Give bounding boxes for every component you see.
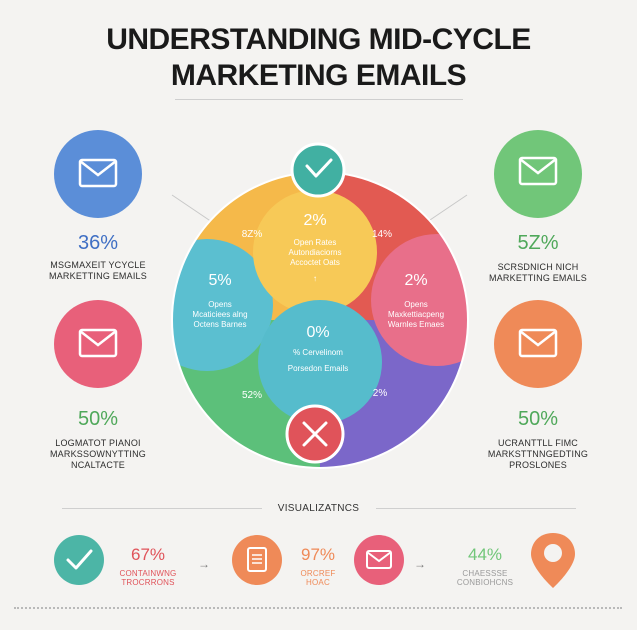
title-divider [175, 99, 463, 100]
vis-item-1-percent: 67% [130, 545, 166, 564]
wheel-outer-label-bl: 52% [241, 390, 262, 401]
right-card-1-label: SCRSDNICH NICH MARKETTING EMAILS [489, 262, 587, 283]
vis-location-pin [531, 533, 575, 588]
wheel-bubble-yellow [253, 190, 377, 314]
wheel-outer-label-tl: 8Z% [241, 229, 263, 240]
left-card-1-icon-circle [54, 130, 142, 218]
title-line-2: MARKETING EMAILS [170, 59, 467, 92]
vis-divider-right [376, 508, 576, 509]
right-card-2-icon-circle [494, 300, 582, 388]
vis-item-2-label: ORCREF HOAC [300, 569, 336, 587]
wheel-bottom-percent: 0% [306, 324, 330, 341]
wheel-cyan-label: Opens Mcaticiees alng Octens Barnes [192, 300, 248, 329]
vis-envelope-circle [354, 535, 404, 585]
wheel-pink-percent: 2% [404, 272, 428, 289]
wheel-bubble-bottom [258, 300, 382, 424]
title-line-1: UNDERSTANDING MID-CYCLE [106, 23, 531, 56]
right-card-2-label: UCRANTTLL FIMC MARKSTTNNGEDTING PROSLONE… [487, 438, 589, 470]
wheel-pink-label: Opens Maxkettiacpeng Warnles Emaes [387, 300, 445, 329]
visualizations-heading: VISUALIZATNCS [277, 503, 360, 514]
left-card-2-icon-circle [54, 300, 142, 388]
wheel-bottom-label: % Cervelinom Porsedon Emails [287, 348, 349, 373]
vis-check-circle [54, 535, 104, 585]
wheel-bottom-close-circle [285, 404, 345, 464]
arrow-right-icon: → [414, 557, 426, 571]
vis-document-circle [232, 535, 282, 585]
up-arrow-icon: ↑ [313, 274, 317, 283]
vis-item-3-label: CHAESSSE CONBIOHCNS [456, 569, 514, 587]
wheel-cyan-percent: 5% [208, 272, 232, 289]
left-card-2-label: LOGMATOT PIANOI MARKSSOWNYTTING NCALTACT… [49, 438, 146, 470]
right-card-1-percent: 5Z% [517, 232, 559, 254]
wheel-outer-label-tr: 14% [371, 229, 392, 240]
right-card-2-percent: 50% [517, 408, 559, 430]
wheel-top-check-circle [290, 142, 346, 198]
page-title: UNDERSTANDING MID-CYCLE MARKETING EMAILS [0, 22, 637, 94]
left-card-1-label: MSGMAXEIT YCYCLE MARKETTING EMAILS [49, 260, 147, 281]
vis-item-1-label: CONTAINWNG TROCRRONS [119, 569, 177, 587]
vis-divider-left [62, 508, 262, 509]
arrow-right-icon: → [198, 557, 210, 571]
wheel [172, 172, 468, 468]
vis-item-2-percent: 97% [300, 545, 336, 564]
vis-item-3-percent: 44% [467, 545, 503, 564]
wheel-yellow-percent: 2% [303, 212, 327, 229]
left-card-2-percent: 50% [77, 408, 119, 430]
wheel-outer-label-br: 2% [372, 388, 388, 399]
wheel-yellow-label: Open Rates Autondiaciorns Accoctet Oats … [265, 238, 365, 284]
wheel-bubble-pink [371, 234, 468, 366]
left-card-1-percent: 36% [77, 232, 119, 254]
right-card-1-icon-circle [494, 130, 582, 218]
bottom-dotted-border [14, 607, 622, 609]
